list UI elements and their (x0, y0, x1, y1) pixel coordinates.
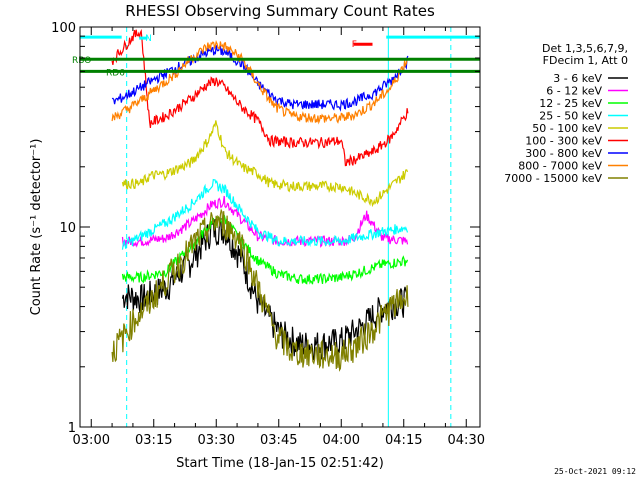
series-line-8 (111, 40, 409, 125)
y-tick-label-1: 10 (59, 221, 76, 236)
series-line-6 (111, 28, 409, 167)
series-line-7 (111, 44, 409, 112)
legend-label-2: 6 - 12 keV (546, 85, 602, 98)
flag-label-n: N (145, 34, 152, 44)
y-tick-label-2: 100 (51, 21, 76, 36)
y-axis-label: Count Rate (s⁻¹ detector⁻¹) (29, 139, 44, 316)
flag-label-rbo: RBO (72, 56, 91, 66)
x-tick-label-5: 04:15 (385, 433, 422, 448)
x-tick-label-0: 03:00 (73, 433, 110, 448)
x-tick-label-3: 03:45 (260, 433, 297, 448)
flag-label-rd6: RD6 (106, 68, 125, 78)
series-line-5 (121, 120, 409, 208)
x-tick-label-1: 03:15 (135, 433, 172, 448)
chart-title: RHESSI Observing Summary Count Rates (125, 2, 435, 20)
plot-area: N F RBO RD6 03:00 03:15 03:30 03:45 04:00 04:15 04… (51, 21, 485, 448)
x-axis-label: Start Time (18-Jan-15 02:51:42) (176, 456, 384, 471)
legend-label-4: 25 - 50 keV (539, 110, 602, 123)
legend-label-5: 50 - 100 keV (532, 122, 602, 135)
plot-content (80, 27, 480, 427)
legend-label-7: 300 - 800 keV (525, 147, 602, 160)
x-tick-label-6: 04:30 (448, 433, 485, 448)
legend-label-8: 800 - 7000 keV (518, 160, 602, 173)
series-line-9 (111, 208, 409, 372)
legend: Det 1,3,5,6,7,9,FDecim 1, Att 0 3 - 6 keV… (504, 42, 628, 185)
legend-header-0: Det 1,3,5,6,7,9, (542, 42, 628, 55)
series-line-2 (121, 195, 409, 248)
y-tick-label-0: 1 (68, 421, 76, 436)
x-tick-label-2: 03:30 (198, 433, 235, 448)
legend-label-1: 3 - 6 keV (553, 72, 602, 85)
series-line-4 (121, 178, 409, 250)
legend-label-9: 7000 - 15000 keV (504, 172, 602, 185)
footer-timestamp: 25-Oct-2021 09:12 (554, 467, 636, 476)
legend-label-6: 100 - 300 keV (525, 135, 602, 148)
series-line-1 (121, 218, 409, 362)
x-tick-label-4: 04:00 (323, 433, 360, 448)
legend-header-1: FDecim 1, Att 0 (543, 54, 628, 67)
legend-label-3: 12 - 25 keV (539, 97, 602, 110)
series-line-3 (121, 214, 409, 285)
flag-label-f: F (352, 40, 357, 50)
